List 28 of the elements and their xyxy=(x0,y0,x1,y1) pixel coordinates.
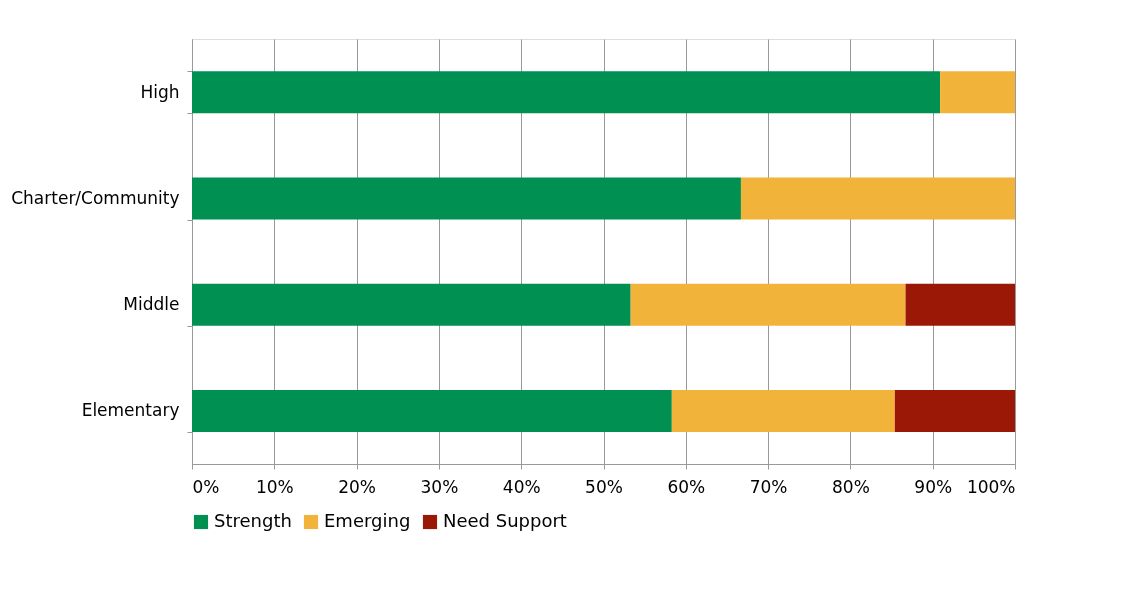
bar xyxy=(940,71,1015,114)
x-tick-label: 100% xyxy=(966,476,1016,497)
legend-label: Strength xyxy=(214,510,292,531)
bar xyxy=(671,389,895,432)
y-tick-label: High xyxy=(140,81,180,102)
x-tick-label: 90% xyxy=(914,476,953,497)
x-tick-label: 80% xyxy=(832,476,870,497)
legend-label: Emerging xyxy=(324,510,411,531)
bar xyxy=(740,177,1015,220)
bar xyxy=(192,389,672,432)
y-tick-label: Elementary xyxy=(81,400,180,421)
x-tick-label: 20% xyxy=(338,476,376,497)
bar xyxy=(905,283,1015,326)
x-tick-label: 10% xyxy=(255,476,294,497)
y-tick-label: Charter/Community xyxy=(11,187,180,208)
y-tick-label: Middle xyxy=(123,294,180,315)
bar xyxy=(192,177,741,220)
bar xyxy=(192,71,941,114)
bar xyxy=(894,389,1015,432)
x-tick-label: 0% xyxy=(192,476,220,497)
x-tick-label: 40% xyxy=(502,476,541,497)
x-tick-label: 30% xyxy=(420,476,459,497)
x-tick-label: 50% xyxy=(585,476,623,497)
x-tick-label: 70% xyxy=(749,476,788,497)
bar xyxy=(192,283,631,326)
legend-label: Need Support xyxy=(443,510,567,531)
bar xyxy=(630,283,906,326)
x-tick-label: 60% xyxy=(667,476,706,497)
